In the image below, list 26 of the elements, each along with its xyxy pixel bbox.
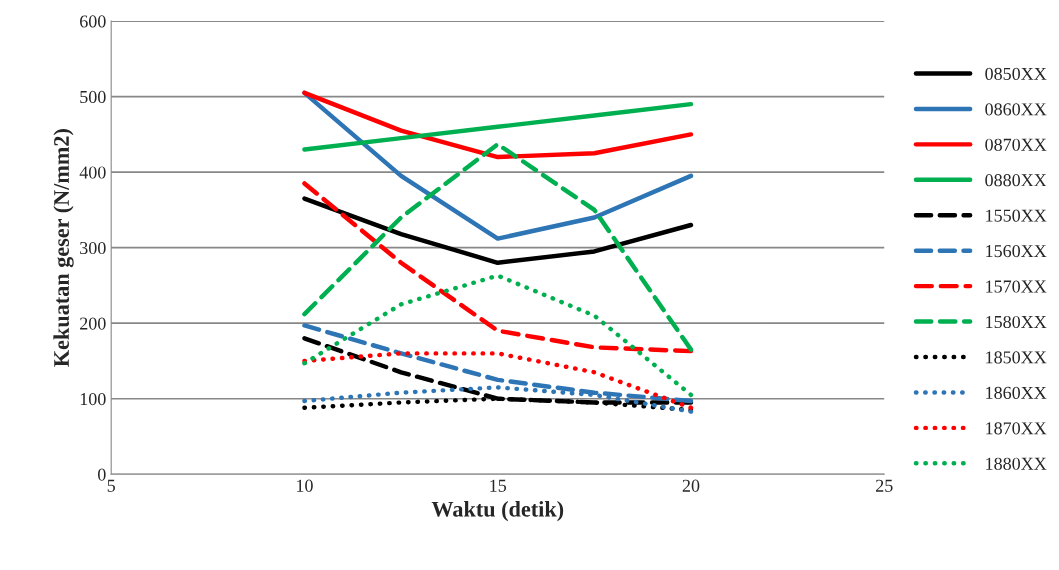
x-tick-label: 20 [682, 479, 700, 492]
x-tick-label: 5 [107, 479, 115, 492]
x-tick-label: 10 [297, 479, 313, 492]
legend-label: 0880XX [985, 174, 1047, 187]
legend-label: 1570XX [986, 280, 1047, 293]
y-tick-label: 0 [97, 468, 106, 481]
y-tick-label: 600 [80, 15, 106, 28]
y-tick-label: 300 [80, 241, 106, 255]
y-tick-label: 400 [79, 166, 106, 179]
legend-label: 0860XX [985, 103, 1047, 116]
y-tick-label: 100 [80, 392, 106, 406]
x-tick-label: 15 [490, 479, 507, 492]
legend-label: 1850XX [986, 351, 1047, 364]
legend-label: 0850XX [985, 67, 1047, 80]
legend-label: 1880XX [986, 457, 1047, 470]
legend-label: 1580XX [986, 315, 1047, 329]
legend-label: 0870XX [985, 138, 1047, 151]
x-axis-title: Waktu (detik) [431, 501, 564, 522]
legend-label: 1860XX [986, 386, 1047, 399]
y-tick-label: 200 [80, 317, 106, 330]
y-axis-title: Kekuatan geser (N/mm2) [53, 129, 74, 367]
x-tick-label: 25 [876, 479, 893, 492]
legend-label: 1560XX [986, 244, 1047, 258]
y-tick-label: 500 [80, 90, 106, 104]
legend-label: 1550XX [986, 209, 1047, 222]
legend-label: 1870XX [986, 422, 1047, 435]
